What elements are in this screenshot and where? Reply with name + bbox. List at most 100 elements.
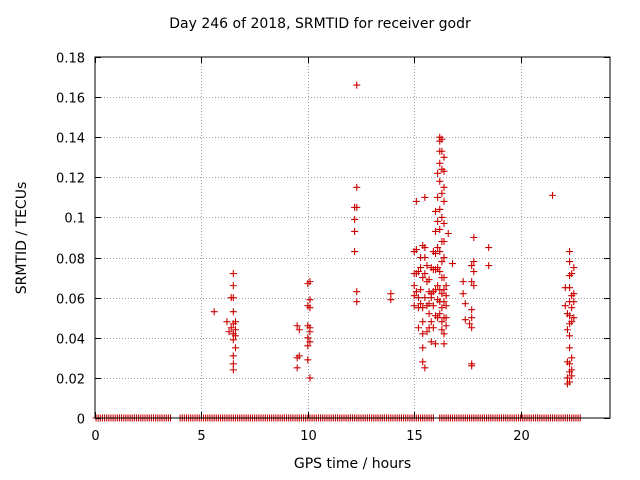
data-point [438,213,446,221]
data-point [225,328,233,336]
data-point [442,292,450,300]
data-point [566,248,574,256]
data-point [229,366,237,374]
chart-title: Day 246 of 2018, SRMTID for receiver god… [169,16,471,32]
data-point [568,270,576,278]
data-point [417,286,425,294]
data-point [570,264,578,272]
data-point [210,308,218,316]
data-point [434,282,442,290]
data-point [417,300,425,308]
data-point [440,298,448,306]
data-point [431,227,439,235]
data-point [436,159,444,167]
data-point [429,302,437,310]
data-point [421,364,429,372]
data-point [461,300,469,308]
data-point [223,318,231,326]
data-point [425,276,433,284]
data-point [231,332,239,340]
data-point [306,296,314,304]
data-point [427,338,435,346]
data-point [431,207,439,215]
y-tick-label: 0.1 [64,212,85,227]
data-point [304,334,312,342]
data-point [568,372,576,380]
data-point [468,324,476,332]
data-point [295,326,303,334]
data-point [434,244,442,252]
data-point [419,330,427,338]
data-point [306,304,314,312]
y-tick-label: 0.08 [56,253,85,268]
data-point [436,177,444,185]
data-point [442,302,450,310]
data-point [436,268,444,276]
data-point [436,248,444,256]
data-point [440,340,448,348]
data-point [566,312,574,320]
data-point [470,282,478,290]
data-point [421,294,429,302]
data-point [566,360,574,368]
y-tick-label: 0.02 [56,373,85,388]
data-point [421,244,429,252]
y-tick-label: 0.12 [56,172,85,187]
x-tick-label: 20 [513,429,530,444]
data-point [231,344,239,352]
data-point [440,183,448,191]
data-point [568,318,576,326]
data-point [561,302,569,310]
data-point [429,324,437,332]
y-tick-label: 0.04 [56,333,85,348]
data-point [306,328,314,336]
data-point [438,189,446,197]
data-point [485,244,493,252]
x-tick-label: 15 [406,429,423,444]
data-point [434,169,442,177]
data-point [293,322,301,330]
data-point [419,344,427,352]
data-point [227,324,235,332]
data-point [566,344,574,352]
data-point [568,304,576,312]
data-point [421,270,429,278]
data-point [436,310,444,318]
data-point [427,318,435,326]
data-point [229,352,237,360]
data-point [306,338,314,346]
data-point [470,258,478,266]
data-point [353,81,361,89]
y-tick-label: 0 [77,413,85,428]
data-point [438,147,446,155]
y-tick-label: 0.06 [56,293,85,308]
data-point [566,378,574,386]
data-point [449,260,457,268]
data-point [412,197,420,205]
data-point [438,258,446,266]
data-point [304,342,312,350]
data-point [438,304,446,312]
data-point [444,229,452,237]
data-point [570,290,578,298]
data-point [440,274,448,282]
data-point [434,314,442,322]
data-point [570,298,578,306]
data-point [427,294,435,302]
data-point [229,336,237,344]
data-point [434,193,442,201]
y-axis-label: SRMTID / TECUs [14,181,30,295]
data-point [410,292,418,300]
y-tick-label: 0.14 [56,132,85,147]
data-point [425,300,433,308]
data-point [229,282,237,290]
data-point [410,282,418,290]
data-point [423,262,431,270]
data-point [229,294,237,302]
data-point [421,193,429,201]
data-point [387,290,395,298]
data-point [563,326,571,334]
data-point [353,203,361,211]
data-point [421,254,429,262]
